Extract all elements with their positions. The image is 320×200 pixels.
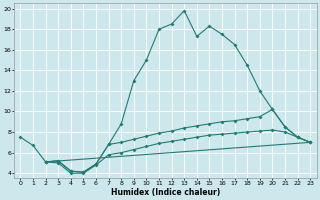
X-axis label: Humidex (Indice chaleur): Humidex (Indice chaleur) bbox=[111, 188, 220, 197]
